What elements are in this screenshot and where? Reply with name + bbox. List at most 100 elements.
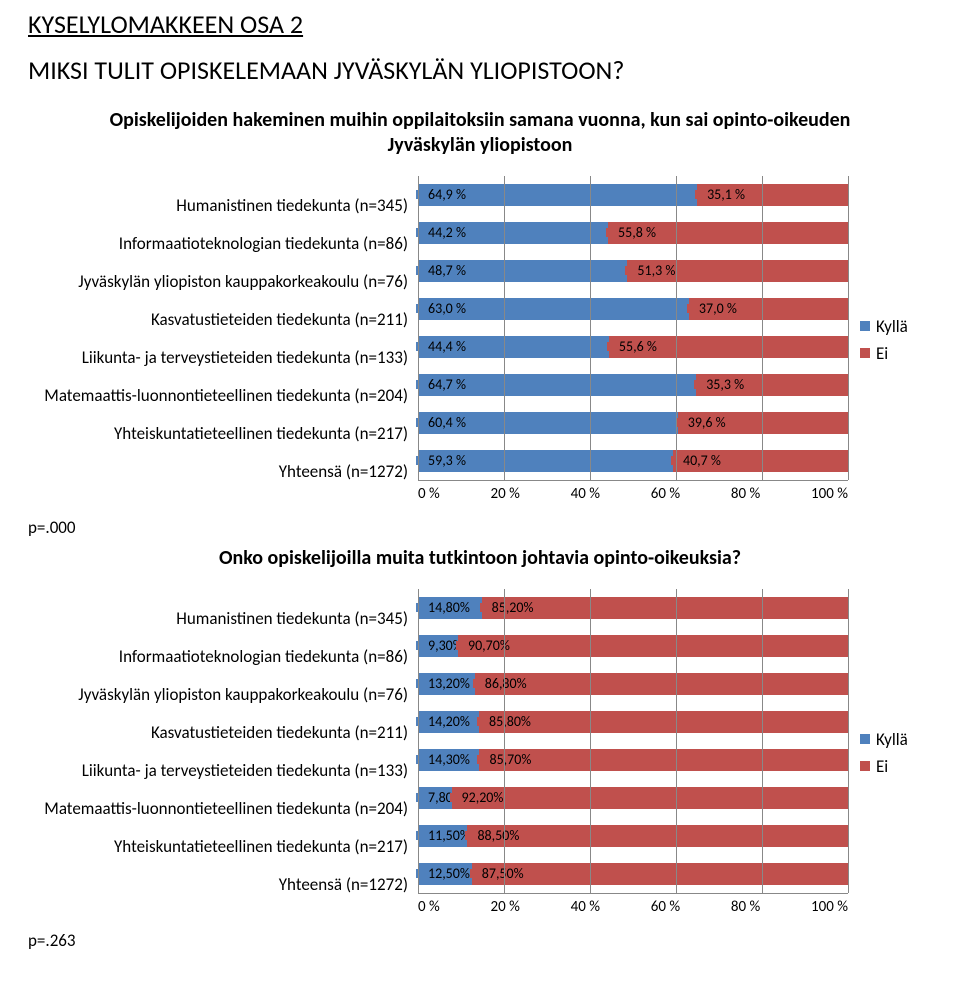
stacked-bar: 13,20%86,80% bbox=[418, 673, 848, 695]
square-icon bbox=[860, 761, 870, 771]
bar-segment-kylla: 63,0 % bbox=[418, 298, 689, 320]
bar-segment-kylla: 48,7 % bbox=[418, 260, 627, 282]
stacked-bar: 14,20% 85,80% bbox=[418, 711, 848, 733]
category-label: Yhteiskuntatieteellinen tiedekunta (n=21… bbox=[28, 416, 408, 454]
bar-value-label: 14,20% bbox=[428, 713, 470, 730]
category-label: Humanistinen tiedekunta (n=345) bbox=[28, 188, 408, 226]
bar-row: 63,0 % 37,0 % bbox=[418, 290, 848, 328]
x-tick-label: 100 % bbox=[811, 485, 848, 503]
gridline bbox=[590, 176, 591, 480]
chart2-legend: Kyllä Ei bbox=[848, 723, 920, 783]
bar-row: 60,4 % 39,6 % bbox=[418, 404, 848, 442]
bar-value-label: 86,80% bbox=[485, 675, 527, 692]
bar-value-label: 40,7 % bbox=[683, 452, 721, 469]
bar-row: 11,50%88,50% bbox=[418, 817, 848, 855]
gridline bbox=[504, 176, 505, 480]
chart1-xaxis: 0 %20 %40 %60 %80 %100 % bbox=[418, 485, 848, 503]
stacked-bar: 44,2 %55,8 % bbox=[418, 222, 848, 244]
bar-value-label: 14,80% bbox=[428, 599, 470, 616]
square-icon bbox=[477, 717, 486, 726]
square-icon bbox=[676, 418, 685, 427]
stacked-bar: 64,7 %35,3 % bbox=[418, 374, 848, 396]
category-label: Liikunta- ja terveystieteiden tiedekunta… bbox=[28, 340, 408, 378]
bar-segment-kylla: 9,30% bbox=[418, 635, 458, 657]
chart1-legend: Kyllä Ei bbox=[848, 310, 920, 370]
bar-row: 12,50%87,50% bbox=[418, 855, 848, 893]
chart2-bars: 14,80% 85,20% 9,30%90,70% 13,20%86,80% 14,20… bbox=[418, 589, 848, 893]
stacked-bar: 12,50%87,50% bbox=[418, 863, 848, 885]
chart2-ylabels: Humanistinen tiedekunta (n=345)Informaat… bbox=[28, 601, 418, 905]
x-tick-label: 60 % bbox=[651, 485, 680, 503]
x-tick-label: 80 % bbox=[731, 898, 760, 916]
bar-value-label: 85,70% bbox=[489, 751, 531, 768]
stacked-bar: 44,4 %55,6 % bbox=[418, 336, 848, 358]
chart1: Humanistinen tiedekunta (n=345)Informaat… bbox=[28, 176, 932, 503]
page: KYSELYLOMAKKEEN OSA 2 MIKSI TULIT OPISKE… bbox=[0, 0, 960, 979]
square-icon bbox=[625, 266, 634, 275]
chart2-title: Onko opiskelijoilla muita tutkintoon joh… bbox=[90, 546, 870, 571]
gridline bbox=[504, 589, 505, 893]
legend-label: Kyllä bbox=[876, 729, 908, 750]
bar-segment-kylla: 12,50% bbox=[418, 863, 472, 885]
square-icon bbox=[465, 831, 474, 840]
legend-item-kylla: Kyllä bbox=[860, 729, 920, 750]
bar-value-label: 92,20% bbox=[462, 789, 504, 806]
legend-label: Ei bbox=[876, 756, 888, 777]
category-label: Informaatioteknologian tiedekunta (n=86) bbox=[28, 226, 408, 264]
legend-label: Kyllä bbox=[876, 316, 908, 337]
bar-value-label: 64,9 % bbox=[428, 186, 466, 203]
bar-value-label: 88,50% bbox=[477, 827, 519, 844]
bar-value-label: 85,20% bbox=[492, 599, 534, 616]
bar-segment-ei: 87,50% bbox=[472, 863, 848, 885]
bar-segment-ei: 92,20% bbox=[452, 787, 848, 809]
square-icon bbox=[480, 603, 489, 612]
stacked-bar: 11,50%88,50% bbox=[418, 825, 848, 847]
chart1-title: Opiskelijoiden hakeminen muihin oppilait… bbox=[90, 108, 870, 158]
chart1-bars: 64,9 % 35,1 % 44,2 %55,8 % 48,7 % 51,3 % 63,0… bbox=[418, 176, 848, 480]
bar-row: 9,30%90,70% bbox=[418, 627, 848, 665]
bar-value-label: 60,4 % bbox=[428, 414, 466, 431]
x-tick-label: 20 % bbox=[491, 485, 520, 503]
bar-segment-ei: 35,1 % bbox=[697, 184, 848, 206]
bar-value-label: 51,3 % bbox=[637, 262, 675, 279]
bar-value-label: 85,80% bbox=[489, 713, 531, 730]
bar-segment-kylla: 14,30% bbox=[418, 749, 479, 771]
bar-value-label: 12,50% bbox=[428, 865, 470, 882]
bar-segment-ei: 85,70% bbox=[479, 749, 848, 771]
chart1-ylabels: Humanistinen tiedekunta (n=345)Informaat… bbox=[28, 188, 418, 492]
question-heading: MIKSI TULIT OPISKELEMAAN JYVÄSKYLÄN YLIO… bbox=[28, 54, 932, 86]
square-icon bbox=[694, 380, 703, 389]
bar-segment-kylla: 64,9 % bbox=[418, 184, 697, 206]
bar-segment-kylla: 59,3 % bbox=[418, 450, 673, 472]
gridline bbox=[676, 589, 677, 893]
bar-segment-ei: 55,6 % bbox=[609, 336, 848, 358]
x-tick-label: 0 % bbox=[418, 898, 440, 916]
x-tick-label: 80 % bbox=[731, 485, 760, 503]
bar-value-label: 37,0 % bbox=[699, 300, 737, 317]
bar-value-label: 48,7 % bbox=[428, 262, 466, 279]
bar-value-label: 14,30% bbox=[428, 751, 470, 768]
bar-segment-ei: 40,7 % bbox=[673, 450, 848, 472]
bar-row: 14,80% 85,20% bbox=[418, 589, 848, 627]
square-icon bbox=[607, 342, 616, 351]
bar-segment-kylla: 60,4 % bbox=[418, 412, 678, 434]
square-icon bbox=[860, 321, 870, 331]
bar-value-label: 39,6 % bbox=[688, 414, 726, 431]
gridline bbox=[848, 176, 849, 480]
bar-segment-ei: 85,80% bbox=[479, 711, 848, 733]
bar-segment-ei: 90,70% bbox=[458, 635, 848, 657]
bar-value-label: 63,0 % bbox=[428, 300, 466, 317]
bar-row: 7,80%92,20% bbox=[418, 779, 848, 817]
square-icon bbox=[687, 304, 696, 313]
gridline bbox=[590, 589, 591, 893]
legend-item-ei: Ei bbox=[860, 756, 920, 777]
square-icon bbox=[860, 734, 870, 744]
gridline bbox=[418, 589, 419, 893]
bar-row: 14,20% 85,80% bbox=[418, 703, 848, 741]
x-tick-label: 40 % bbox=[571, 485, 600, 503]
category-label: Jyväskylän yliopiston kauppakorkeakoulu … bbox=[28, 264, 408, 302]
bar-row: 64,9 % 35,1 % bbox=[418, 176, 848, 214]
stacked-bar: 59,3 % 40,7 % bbox=[418, 450, 848, 472]
bar-value-label: 64,7 % bbox=[428, 376, 466, 393]
square-icon bbox=[456, 641, 465, 650]
